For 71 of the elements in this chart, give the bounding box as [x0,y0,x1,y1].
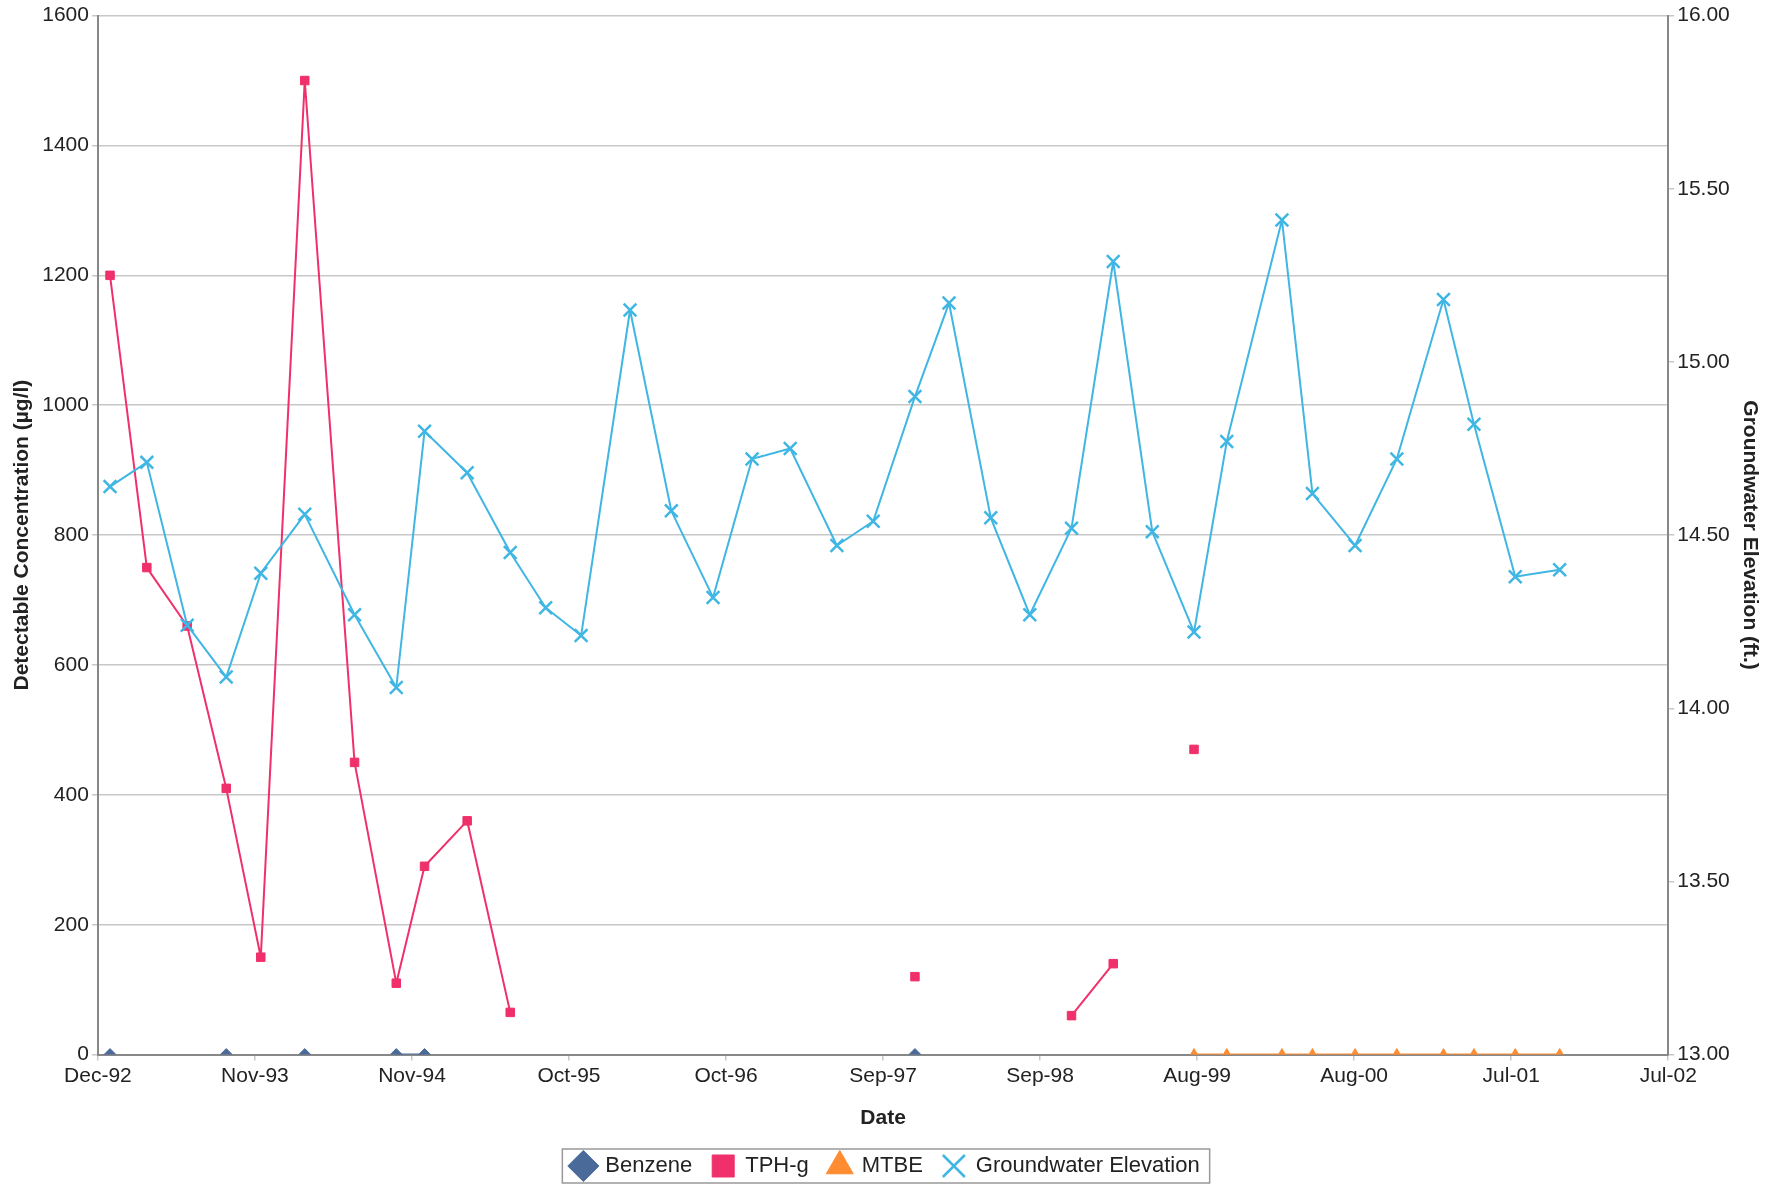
y-tick-label: 0 [77,1041,89,1065]
y2-tick-label: 14.50 [1677,521,1730,545]
point [1435,291,1452,308]
point [1063,520,1080,536]
x-tick-label: Oct-96 [694,1063,758,1086]
point [1507,569,1523,585]
y2-tick-label: 16.00 [1677,2,1730,26]
y-axis-title: Detectable Concentration (µg/l) [9,379,33,691]
y-tick-label: 400 [53,781,89,805]
y2-tick-label: 13.50 [1677,868,1730,892]
point [1552,562,1568,578]
point [983,510,999,526]
x-tick-label: Jul-01 [1482,1063,1540,1086]
point [218,669,234,685]
point [663,503,679,519]
point [102,479,118,495]
x-axis-title: Date [860,1105,906,1129]
legend-label: TPH-g [745,1152,809,1178]
point [297,506,313,522]
y2-tick-label: 14.00 [1677,695,1730,719]
x-tick-label: Oct-95 [537,1063,601,1086]
point [1274,212,1290,228]
point [1219,433,1235,450]
point [1389,451,1405,467]
x-tick-label: Nov-93 [221,1063,289,1086]
x-tick-label: Sep-98 [1006,1063,1074,1086]
y2-axis-title: Groundwater Elevation (ft.) [1739,400,1763,670]
x-tick-label: Sep-97 [849,1063,917,1086]
point [1466,416,1482,432]
y2-tick-label: 15.50 [1677,175,1730,199]
point [139,454,155,470]
y-tick-label: 1400 [42,132,89,156]
point [1144,524,1160,540]
y-tick-label: 800 [53,521,89,545]
y-tick-label: 600 [53,651,89,675]
y-tick-label: 1600 [42,2,89,26]
point [1347,537,1363,554]
y-tick-label: 1200 [42,262,89,286]
point [459,465,475,481]
point [416,423,433,439]
legend-label: MTBE [861,1152,923,1178]
point [829,537,845,554]
point [622,302,638,318]
point [1186,624,1202,640]
point [782,440,798,457]
point [1105,253,1121,270]
x-tick-label: Dec-92 [64,1063,132,1086]
point [502,544,518,561]
x-tick-label: Aug-99 [1163,1063,1232,1086]
point [253,565,269,581]
y-tick-label: 1000 [42,392,89,416]
point [1022,607,1038,623]
x-tick-label: Jul-02 [1639,1063,1697,1086]
point [1304,485,1321,502]
point [538,600,554,616]
point [941,295,957,311]
legend-label: Groundwater Elevation [975,1152,1200,1178]
y2-tick-label: 15.00 [1677,348,1730,372]
point [907,388,923,405]
point [388,679,404,696]
x-tick-label: Nov-94 [378,1063,447,1086]
point [179,617,195,633]
x-tick-label: Aug-00 [1320,1063,1389,1086]
point [865,513,881,529]
point [705,589,721,606]
legend-label: Benzene [605,1152,693,1178]
point [346,607,363,623]
point [573,627,589,644]
point [744,451,760,467]
y2-tick-label: 13.00 [1677,1041,1730,1065]
y-tick-label: 200 [53,911,89,935]
